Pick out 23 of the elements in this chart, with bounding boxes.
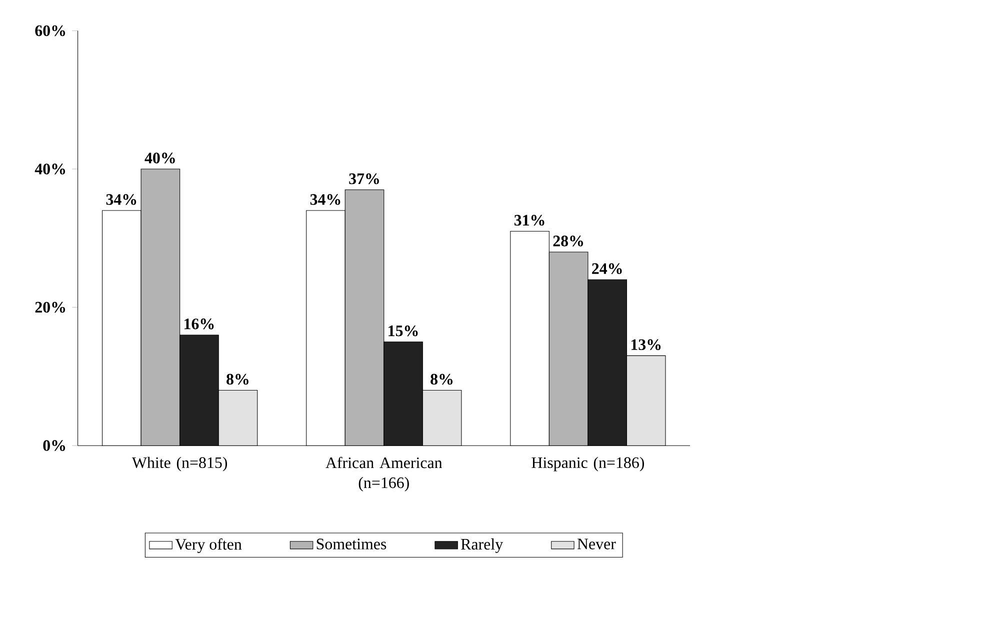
data-label: 24% bbox=[592, 263, 622, 274]
x-tick-label: Hispanic (n=186) bbox=[532, 456, 644, 472]
x-tick-label: White (n=815) bbox=[132, 456, 228, 472]
data-label: 15% bbox=[388, 325, 418, 336]
data-label: 31% bbox=[514, 214, 544, 226]
data-label: 28% bbox=[553, 235, 584, 246]
data-label: 37% bbox=[349, 173, 379, 184]
data-label: 40% bbox=[144, 152, 175, 164]
y-tick-label: 60% bbox=[35, 25, 66, 36]
data-label: 34% bbox=[106, 194, 136, 205]
data-label: 8% bbox=[226, 374, 248, 384]
data-label: 34% bbox=[310, 194, 340, 205]
y-tick-label: 0% bbox=[43, 440, 66, 451]
y-tick-label: 40% bbox=[34, 163, 66, 174]
data-label: 13% bbox=[631, 339, 661, 350]
data-label: 8% bbox=[430, 374, 453, 384]
legend-label: Sometimes bbox=[316, 538, 386, 550]
y-tick-label: 20% bbox=[35, 302, 66, 312]
legend-label: Never bbox=[577, 538, 616, 550]
data-label: 16% bbox=[184, 318, 214, 330]
legend-label: Very often bbox=[175, 538, 242, 553]
x-tick-label: African American (n=166) bbox=[326, 456, 442, 492]
legend-label: Rarely bbox=[461, 538, 504, 553]
